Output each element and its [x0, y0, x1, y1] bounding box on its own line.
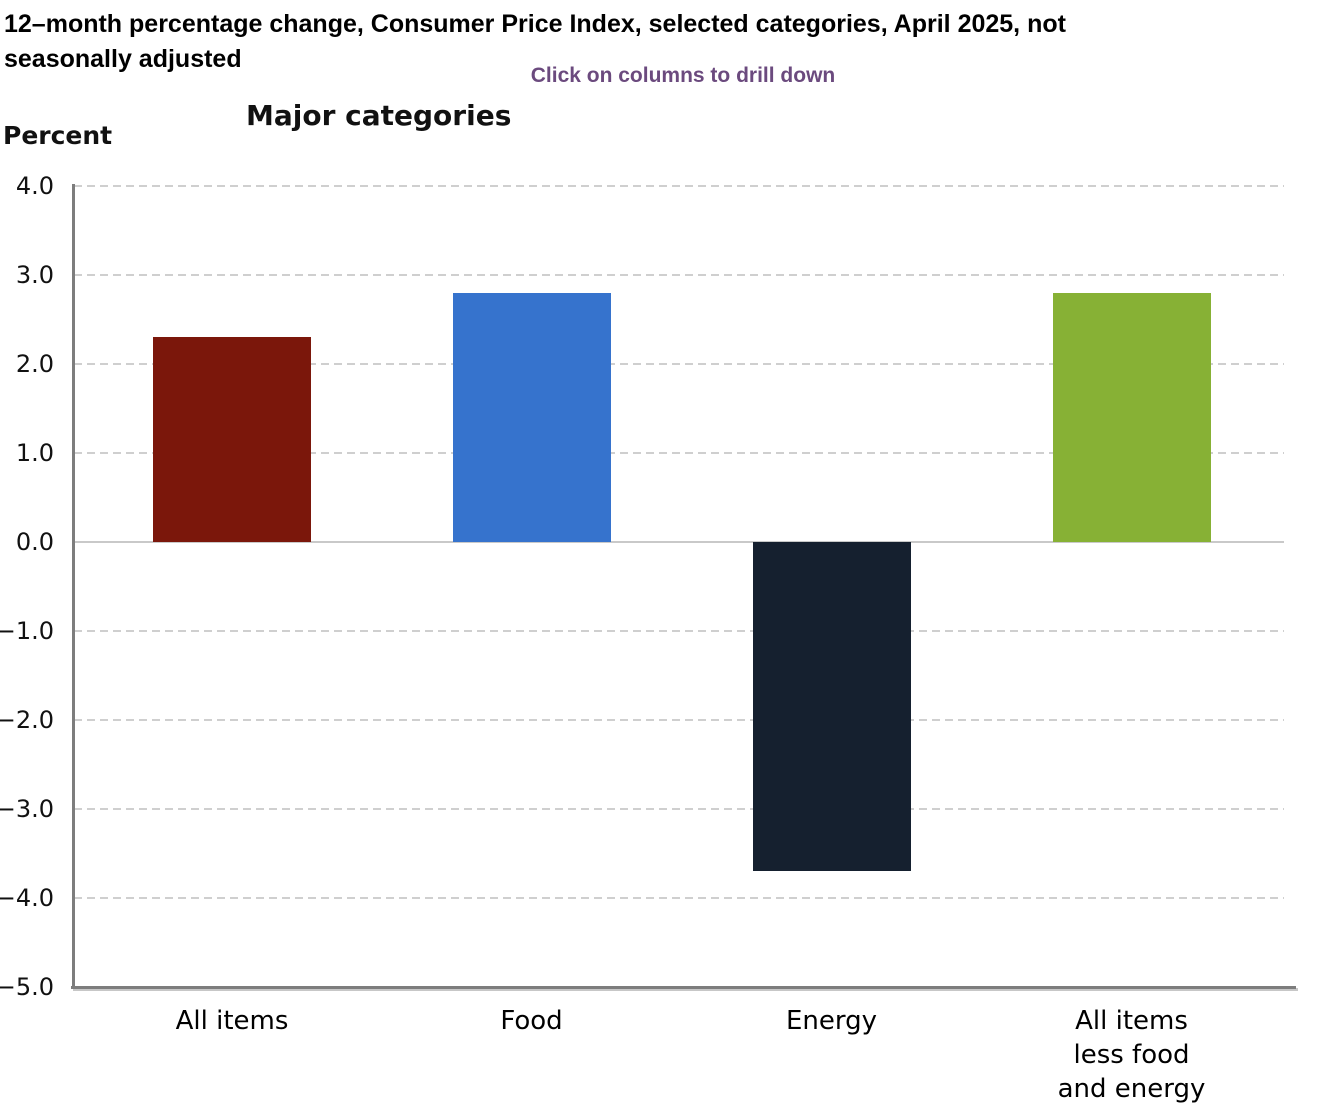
- y-axis-line: [72, 184, 75, 989]
- page-title-line-1: 12–month percentage change, Consumer Pri…: [4, 10, 1066, 38]
- page-title-line-2: seasonally adjusted: [4, 45, 242, 73]
- gridline: [74, 452, 1284, 454]
- zero-gridline: [74, 541, 1284, 543]
- x-category-label-energy: Energy: [672, 1004, 992, 1038]
- x-category-label-line: Food: [500, 1006, 563, 1036]
- x-category-label-line: and energy: [1057, 1074, 1206, 1104]
- x-category-label-line: Energy: [785, 1006, 878, 1036]
- x-category-label-line: less food: [1073, 1040, 1190, 1070]
- y-tick-label: 0.0: [15, 528, 54, 556]
- y-tick-label: 1.0: [15, 439, 54, 467]
- y-tick-label: −5.0: [0, 973, 54, 1001]
- y-tick-label: −1.0: [0, 617, 54, 645]
- y-tick-label: 4.0: [15, 172, 54, 200]
- x-category-label-food: Food: [372, 1004, 692, 1038]
- bar-all-items-less-food-and-energy[interactable]: [1052, 292, 1211, 542]
- x-category-label-all-items: All items: [72, 1004, 392, 1038]
- x-category-label-line: All items: [175, 1006, 289, 1036]
- y-tick-label: −4.0: [0, 884, 54, 912]
- gridline: [74, 808, 1284, 810]
- x-axis-line: [71, 986, 1296, 989]
- y-tick-label: −2.0: [0, 706, 54, 734]
- gridline: [74, 274, 1284, 276]
- gridline: [74, 363, 1284, 365]
- gridline: [74, 719, 1284, 721]
- bar-food[interactable]: [452, 292, 611, 542]
- chart-title: Major categories: [246, 99, 512, 132]
- y-axis-unit-label: Percent: [3, 121, 113, 150]
- x-category-label-all-items-less-food-and-energy: All items less food and energy: [972, 1004, 1292, 1106]
- gridline: [74, 897, 1284, 899]
- gridline: [74, 185, 1284, 187]
- y-tick-label: −3.0: [0, 795, 54, 823]
- bar-all-items[interactable]: [153, 337, 311, 542]
- drilldown-hint: Click on columns to drill down: [530, 64, 836, 87]
- x-category-label-line: All items: [1075, 1006, 1188, 1036]
- gridline: [74, 630, 1284, 632]
- y-tick-label: 2.0: [15, 350, 54, 378]
- y-tick-label: 3.0: [15, 261, 54, 289]
- bar-energy[interactable]: [752, 542, 911, 872]
